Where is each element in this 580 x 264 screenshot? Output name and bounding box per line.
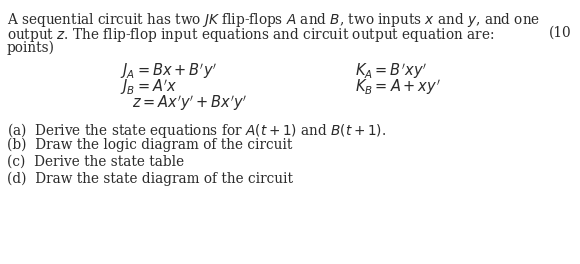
Text: (a)  Derive the state equations for $A(t+1)$ and $B(t+1)$.: (a) Derive the state equations for $A(t+… bbox=[7, 121, 386, 140]
Text: output $z$. The flip-flop input equations and circuit output equation are:: output $z$. The flip-flop input equation… bbox=[7, 26, 494, 44]
Text: $z =Ax'y' + Bx'y'$: $z =Ax'y' + Bx'y'$ bbox=[132, 93, 248, 113]
Text: (c)  Derive the state table: (c) Derive the state table bbox=[7, 155, 184, 169]
Text: (b)  Draw the logic diagram of the circuit: (b) Draw the logic diagram of the circui… bbox=[7, 138, 292, 152]
Text: $K_B =A + xy'$: $K_B =A + xy'$ bbox=[355, 77, 441, 97]
Text: points): points) bbox=[7, 41, 55, 55]
Text: $J_B =A'x$: $J_B =A'x$ bbox=[120, 77, 177, 97]
Text: $J_A =Bx + B'y'$: $J_A =Bx + B'y'$ bbox=[120, 61, 218, 81]
Text: (d)  Draw the state diagram of the circuit: (d) Draw the state diagram of the circui… bbox=[7, 172, 293, 186]
Text: $K_A =B'xy'$: $K_A =B'xy'$ bbox=[355, 61, 427, 81]
Text: A sequential circuit has two $JK$ flip-flops $A$ and $B$, two inputs $x$ and $y$: A sequential circuit has two $JK$ flip-f… bbox=[7, 11, 541, 29]
Text: (10: (10 bbox=[548, 26, 571, 40]
